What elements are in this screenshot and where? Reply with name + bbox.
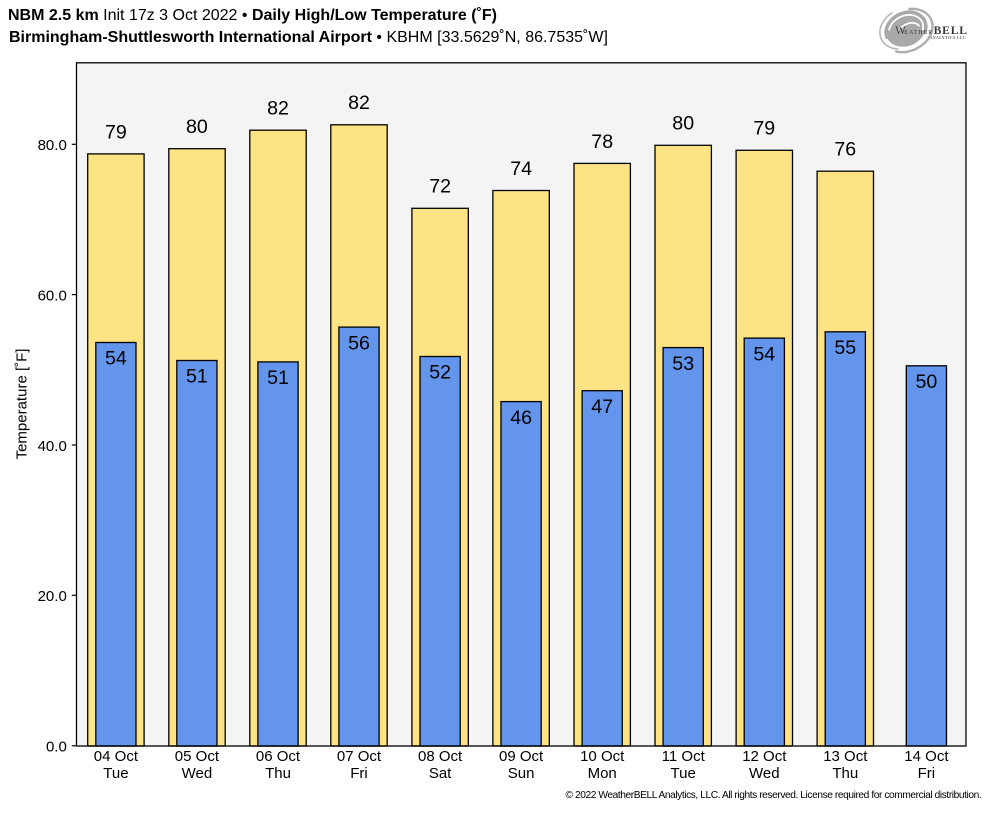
svg-text:W: W xyxy=(895,25,906,37)
svg-text:09 Oct: 09 Oct xyxy=(499,748,544,765)
svg-text:47: 47 xyxy=(591,396,613,418)
svg-text:76: 76 xyxy=(834,139,856,161)
svg-text:46: 46 xyxy=(510,407,532,429)
svg-text:72: 72 xyxy=(429,176,451,198)
svg-text:0.0: 0.0 xyxy=(46,739,67,756)
svg-text:ANALYTICS LLC: ANALYTICS LLC xyxy=(929,35,966,40)
svg-text:Wed: Wed xyxy=(182,765,213,782)
svg-text:55: 55 xyxy=(834,337,856,359)
svg-text:52: 52 xyxy=(429,362,451,384)
svg-text:56: 56 xyxy=(348,332,370,354)
svg-text:40.0: 40.0 xyxy=(38,438,67,455)
svg-text:60.0: 60.0 xyxy=(38,287,67,304)
svg-text:06 Oct: 06 Oct xyxy=(256,748,301,765)
svg-text:54: 54 xyxy=(753,343,775,365)
svg-text:79: 79 xyxy=(753,118,775,140)
svg-text:12 Oct: 12 Oct xyxy=(742,748,787,765)
svg-text:Fri: Fri xyxy=(918,765,936,782)
svg-text:82: 82 xyxy=(267,98,289,120)
svg-text:14 Oct: 14 Oct xyxy=(904,748,949,765)
svg-text:80: 80 xyxy=(186,116,208,138)
svg-text:80.0: 80.0 xyxy=(38,137,67,154)
svg-text:80: 80 xyxy=(672,113,694,135)
svg-text:Temperature [˚F]: Temperature [˚F] xyxy=(13,349,30,460)
svg-text:Sat: Sat xyxy=(429,765,452,782)
svg-text:11 Oct: 11 Oct xyxy=(662,748,706,765)
svg-text:Birmingham-Shuttlesworth Inter: Birmingham-Shuttlesworth International A… xyxy=(9,29,608,46)
svg-text:10 Oct: 10 Oct xyxy=(580,748,625,765)
svg-text:NBM 2.5 km Init 17z 3 Oct 2022: NBM 2.5 km Init 17z 3 Oct 2022 • Daily H… xyxy=(8,7,497,24)
svg-text:13 Oct: 13 Oct xyxy=(823,748,868,765)
svg-text:BELL: BELL xyxy=(934,25,968,37)
svg-text:05 Oct: 05 Oct xyxy=(175,748,220,765)
svg-text:74: 74 xyxy=(510,158,532,180)
svg-text:82: 82 xyxy=(348,92,370,114)
svg-text:53: 53 xyxy=(672,353,694,375)
svg-text:51: 51 xyxy=(267,367,289,389)
svg-text:Thu: Thu xyxy=(265,765,291,782)
svg-text:Wed: Wed xyxy=(749,765,780,782)
svg-text:Mon: Mon xyxy=(588,765,617,782)
svg-text:51: 51 xyxy=(186,366,208,388)
svg-text:78: 78 xyxy=(591,131,613,153)
svg-text:04 Oct: 04 Oct xyxy=(94,748,139,765)
svg-text:50: 50 xyxy=(916,371,938,393)
svg-text:07 Oct: 07 Oct xyxy=(337,748,382,765)
svg-text:20.0: 20.0 xyxy=(38,588,67,605)
svg-text:79: 79 xyxy=(105,121,127,143)
svg-text:Tue: Tue xyxy=(671,765,696,782)
svg-text:Tue: Tue xyxy=(103,765,128,782)
svg-text:08 Oct: 08 Oct xyxy=(418,748,463,765)
svg-text:© 2022 WeatherBELL Analytics,: © 2022 WeatherBELL Analytics, LLC. All r… xyxy=(565,790,981,801)
svg-text:Fri: Fri xyxy=(350,765,368,782)
svg-text:Thu: Thu xyxy=(832,765,858,782)
svg-text:Sun: Sun xyxy=(508,765,535,782)
svg-text:54: 54 xyxy=(105,348,127,370)
svg-text:EATHER: EATHER xyxy=(904,30,933,36)
